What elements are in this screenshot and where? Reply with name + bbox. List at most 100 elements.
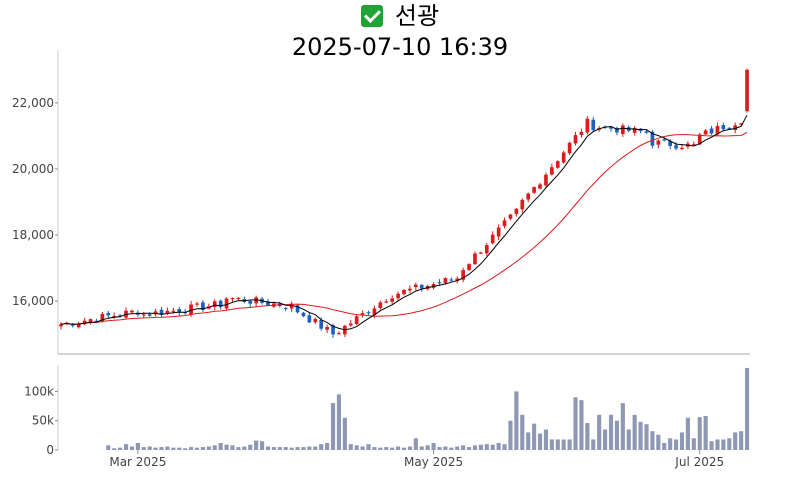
candle-body: [331, 325, 335, 335]
candle-body: [437, 282, 442, 284]
volume-bar: [744, 367, 750, 450]
candle-body: [621, 125, 625, 135]
candle-body: [502, 220, 507, 227]
candle-body: [402, 289, 406, 295]
candle-body: [112, 315, 117, 318]
volume-bar: [212, 445, 217, 450]
candle-body: [70, 324, 75, 326]
candle-body: [408, 288, 412, 291]
volume-bar: [129, 446, 135, 450]
candle-body: [88, 319, 93, 323]
volume-bar: [650, 431, 655, 450]
candle-body: [171, 310, 176, 312]
chart-title-block: 선광 2025-07-10 16:39: [0, 0, 800, 62]
date-tick-label: May 2025: [404, 455, 463, 469]
candle-body: [455, 278, 460, 281]
date-axis: Mar 2025 May 2025 Jul 2025: [109, 450, 724, 469]
candle-body: [195, 303, 199, 305]
volume-bar: [342, 417, 347, 450]
volume-bar: [396, 446, 401, 450]
volume-plot: [106, 367, 750, 450]
volume-bar: [437, 447, 442, 450]
volume-bar: [597, 414, 602, 450]
candle-body: [739, 123, 743, 125]
volume-bar: [691, 438, 696, 450]
date-tick-label: Jul 2025: [674, 455, 724, 469]
volume-bar: [703, 416, 708, 450]
candle-body: [473, 253, 477, 265]
candle-body: [201, 302, 205, 310]
volume-bar: [537, 433, 543, 450]
volume-bar: [656, 434, 661, 450]
volume-bar: [443, 446, 448, 450]
volume-bar: [218, 442, 223, 450]
candle-body: [449, 279, 454, 281]
volume-bar: [632, 414, 637, 450]
candle-body: [650, 131, 655, 146]
candle-body: [484, 245, 489, 254]
price-plot: [59, 68, 749, 338]
volume-bar: [520, 414, 525, 450]
volume-bar: [118, 447, 123, 450]
volume-bar: [419, 446, 424, 450]
candle-body: [490, 234, 495, 244]
volume-bar: [466, 447, 472, 450]
volume-bar: [567, 439, 572, 450]
candle-body: [721, 125, 726, 130]
volume-bar: [141, 447, 146, 450]
volume-bar: [727, 438, 732, 450]
volume-bar: [514, 391, 519, 450]
candle-body: [496, 227, 501, 237]
candle-body: [632, 127, 637, 133]
volume-bar: [112, 448, 117, 450]
volume-bar: [171, 447, 176, 450]
candle-body: [656, 140, 661, 145]
candle-body: [555, 161, 560, 168]
volume-bar: [739, 431, 744, 450]
candle-body: [130, 310, 134, 313]
candle-body: [390, 298, 395, 302]
candle-body: [212, 301, 217, 307]
volume-bar: [135, 442, 140, 450]
candle-body: [118, 315, 122, 317]
candle-body: [354, 316, 359, 325]
volume-bar: [177, 447, 182, 450]
volume-bar: [384, 447, 389, 450]
volume-bar: [254, 440, 259, 450]
candle-body: [141, 314, 146, 316]
candle-body: [561, 152, 566, 163]
candle-body: [147, 314, 152, 316]
candle-body: [538, 184, 542, 189]
candle-body: [254, 297, 258, 304]
candle-body: [106, 312, 111, 316]
candle-body: [514, 208, 519, 215]
candle-body: [567, 142, 572, 154]
volume-bar: [372, 447, 377, 450]
volume-bar: [271, 447, 276, 450]
candle-body: [727, 127, 732, 130]
volume-bar: [248, 444, 253, 450]
volume-bar: [354, 445, 359, 450]
volume-bar: [123, 444, 129, 450]
volume-bar: [532, 423, 537, 450]
candle-body: [289, 303, 294, 309]
price-tick-label: 18,000: [12, 228, 54, 242]
candle-body: [573, 135, 578, 144]
volume-bar: [484, 444, 489, 450]
volume-bar: [348, 444, 353, 450]
volume-bar: [206, 446, 211, 450]
candle-body: [360, 313, 365, 315]
candle-body: [585, 118, 590, 133]
volume-bar: [106, 445, 111, 450]
candle-body: [520, 199, 525, 210]
volume-bar: [259, 441, 265, 450]
candle-body: [644, 131, 649, 133]
volume-bar: [289, 447, 294, 450]
candle-body: [177, 308, 182, 313]
volume-bar: [200, 447, 205, 450]
volume-bar: [638, 421, 643, 450]
volume-bar: [336, 394, 342, 450]
volume-bar: [626, 429, 631, 450]
candle-body: [443, 278, 448, 283]
candle-body: [674, 145, 678, 149]
